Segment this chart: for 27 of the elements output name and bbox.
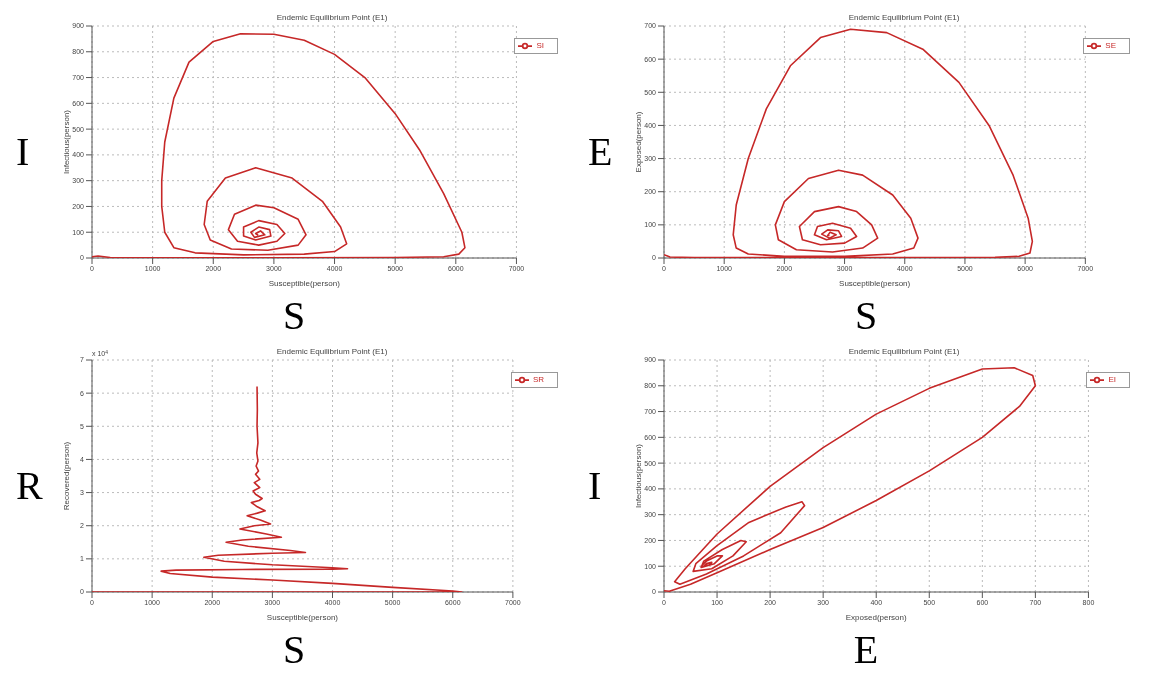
legend-label: SI bbox=[536, 41, 544, 51]
chart-title: Endemic Equilibrium Point (E1) bbox=[276, 13, 388, 22]
text: I bbox=[16, 128, 30, 175]
text: E bbox=[588, 128, 613, 175]
line-series bbox=[92, 385, 463, 592]
text: E bbox=[852, 627, 880, 672]
legend-label: SR bbox=[532, 375, 544, 385]
x-axis-title: Susceptible(person) bbox=[839, 279, 911, 288]
text: S bbox=[281, 293, 307, 338]
chart-title: Endemic Equilibrium Point (E1) bbox=[848, 347, 960, 356]
text: I bbox=[588, 462, 602, 509]
x-axis-title: Exposed(person) bbox=[845, 613, 908, 622]
text: S bbox=[853, 293, 879, 338]
line-series bbox=[92, 32, 466, 258]
y-axis-title: Exposed(person) bbox=[633, 111, 643, 173]
legend-label: EI bbox=[1108, 375, 1116, 385]
y-axis-title: Recovered(person) bbox=[61, 441, 71, 511]
line-series bbox=[664, 366, 1037, 592]
chart-title: Endemic Equilibrium Point (E1) bbox=[276, 347, 388, 356]
y-axis-title: Infectious(person) bbox=[61, 109, 71, 175]
y-axis-title: Infectious(person) bbox=[633, 443, 643, 509]
chart-title: Endemic Equilibrium Point (E1) bbox=[848, 13, 960, 22]
text: S bbox=[281, 627, 307, 672]
legend-label: SE bbox=[1105, 41, 1116, 51]
x-axis-title: Susceptible(person) bbox=[266, 613, 339, 622]
x-axis-title: Susceptible(person) bbox=[268, 279, 341, 288]
text: R bbox=[16, 462, 43, 509]
